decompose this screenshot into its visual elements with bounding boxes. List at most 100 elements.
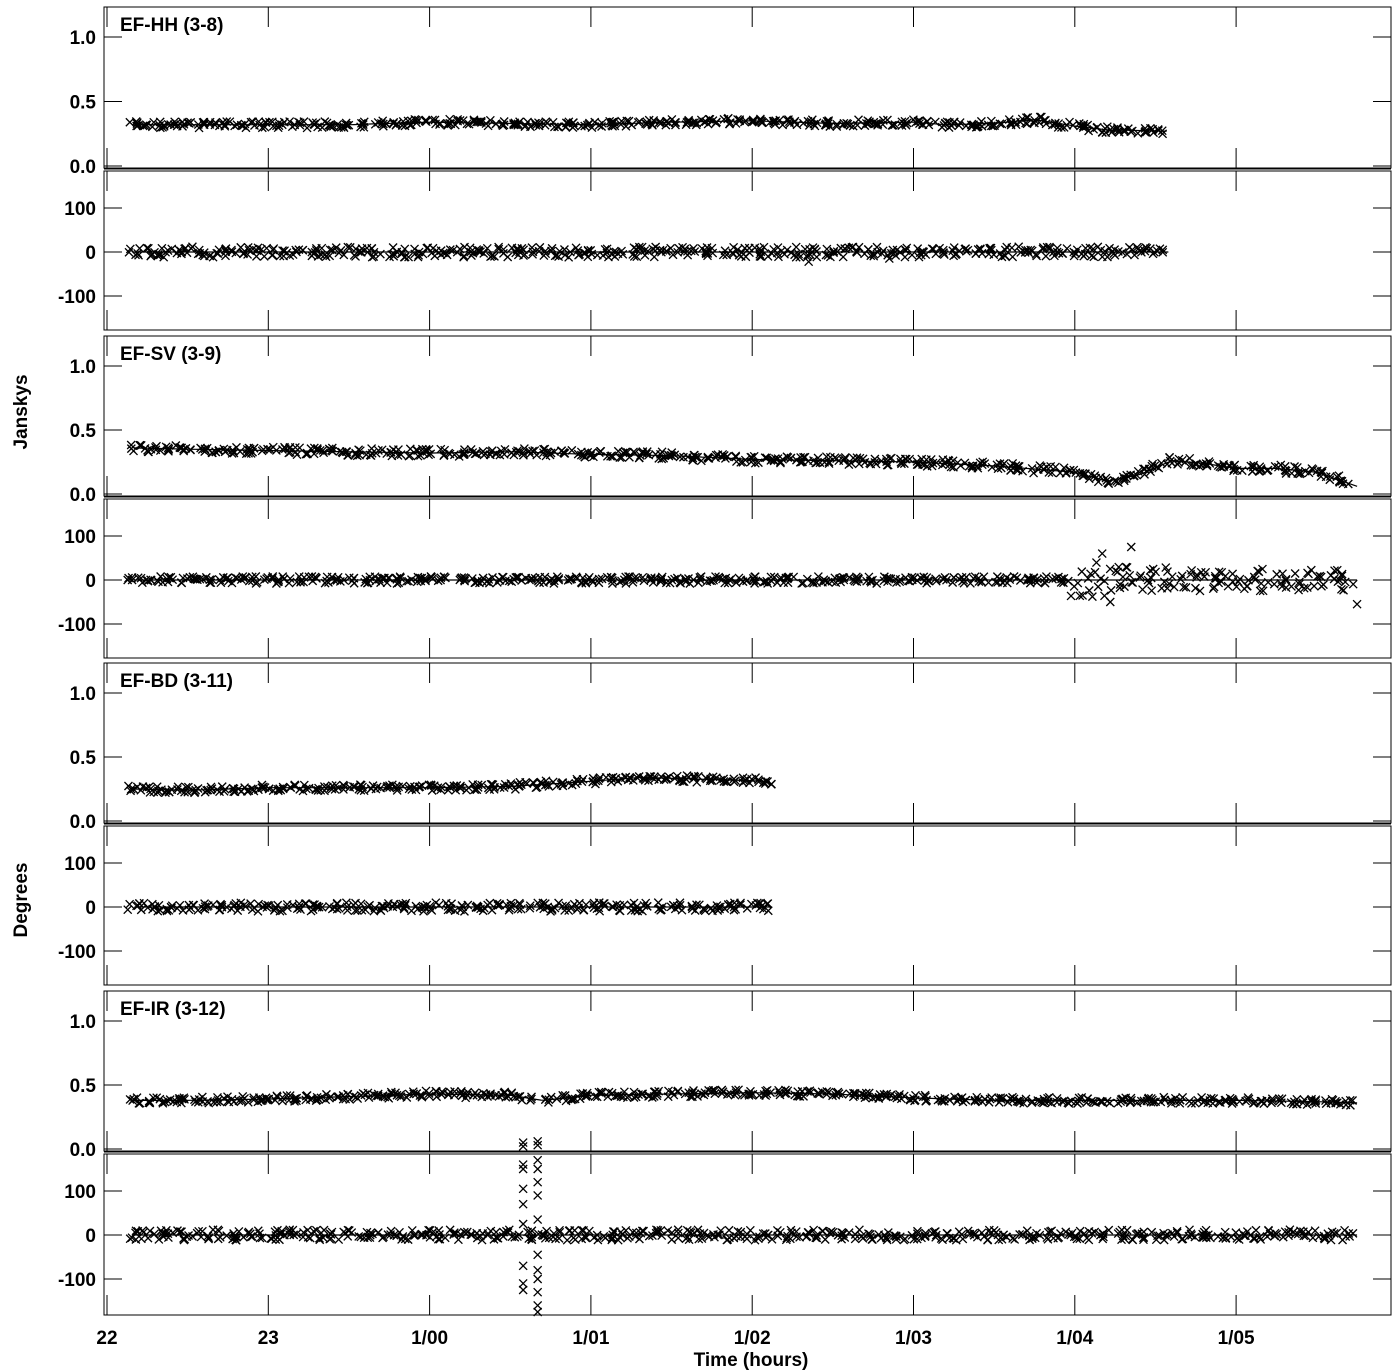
phase-point — [1081, 243, 1091, 253]
phase-point — [1042, 242, 1052, 252]
amplitude-point — [587, 448, 597, 458]
phase-point — [1122, 249, 1132, 259]
phase-point — [1286, 581, 1296, 591]
phase-point — [1106, 585, 1116, 595]
phase-point — [866, 251, 876, 261]
phase-point — [236, 575, 246, 584]
amplitude-point — [1149, 128, 1158, 138]
phase-point — [1332, 565, 1342, 575]
amplitude-point — [183, 118, 193, 128]
amplitude-point — [719, 114, 729, 124]
phase-outlier-point — [518, 1219, 528, 1229]
amplitude-point — [582, 1088, 592, 1098]
baseline-label: EF-SV (3-9) — [120, 344, 221, 365]
amplitude-point — [1015, 117, 1025, 127]
phase-point — [435, 1234, 445, 1244]
phase-point — [330, 576, 340, 586]
amplitude-point — [711, 118, 721, 128]
phase-point — [690, 247, 700, 256]
amplitude-point — [155, 123, 165, 133]
phase-point — [528, 249, 538, 259]
phase-point — [564, 574, 574, 584]
phase-point — [344, 1226, 354, 1235]
phase-point — [1304, 569, 1313, 579]
phase-point — [961, 244, 971, 254]
amplitude-point — [260, 117, 270, 127]
amplitude-point — [797, 1086, 807, 1096]
phase-point — [127, 575, 137, 585]
amplitude-tick-label: 0.5 — [70, 1076, 97, 1097]
amplitude-point — [624, 116, 634, 126]
amplitude-point — [219, 1093, 229, 1103]
phase-point — [339, 250, 349, 260]
phase-point — [125, 899, 135, 909]
amplitude-point — [155, 120, 165, 130]
phase-point — [607, 575, 617, 585]
amplitude-point — [882, 460, 892, 470]
phase-point — [1169, 582, 1179, 592]
amplitude-point — [974, 119, 984, 129]
phase-point — [208, 1225, 218, 1235]
amplitude-point — [735, 115, 745, 125]
phase-point — [1263, 577, 1273, 587]
amplitude-point — [222, 445, 232, 455]
phase-point — [260, 901, 270, 911]
phase-point — [851, 572, 861, 582]
phase-point — [726, 574, 736, 584]
amplitude-point — [813, 453, 823, 463]
amplitude-point — [708, 1085, 718, 1095]
amplitude-point — [865, 458, 875, 468]
amplitude-point — [912, 457, 922, 466]
phase-point — [356, 899, 366, 909]
amplitude-point — [450, 1086, 460, 1096]
amplitude-point — [568, 123, 578, 133]
amplitude-point — [426, 449, 436, 459]
amplitude-point — [312, 1092, 322, 1102]
phase-point — [484, 578, 494, 588]
amplitude-point — [1055, 468, 1065, 478]
amplitude-point — [333, 783, 343, 793]
phase-point — [1152, 246, 1162, 256]
phase-point — [217, 902, 227, 912]
amplitude-point — [703, 453, 713, 463]
amplitude-point — [1109, 124, 1119, 134]
phase-point — [259, 251, 269, 261]
amplitude-point — [1123, 124, 1133, 134]
amplitude-point — [905, 454, 915, 464]
phase-point — [763, 251, 773, 261]
phase-point — [888, 245, 898, 255]
phase-point — [1113, 567, 1123, 577]
phase-point — [1309, 581, 1319, 591]
phase-point — [746, 899, 756, 909]
amplitude-point — [126, 444, 136, 454]
amplitude-point — [590, 117, 600, 127]
amplitude-point — [424, 450, 434, 460]
phase-point — [646, 573, 656, 583]
phase-point — [1348, 1228, 1358, 1238]
phase-point — [244, 576, 254, 586]
amplitude-point — [160, 1097, 170, 1107]
phase-point — [1016, 247, 1026, 257]
phase-point — [397, 249, 407, 259]
amplitude-point — [312, 444, 322, 453]
phase-point — [398, 899, 408, 909]
amplitude-point — [166, 120, 176, 130]
amplitude-point — [469, 115, 479, 125]
amplitude-point — [1217, 462, 1227, 472]
phase-point — [594, 898, 604, 908]
phase-point — [931, 249, 941, 259]
phase-point — [357, 244, 367, 254]
phase-point — [575, 249, 585, 259]
phase-point — [255, 1229, 264, 1239]
amplitude-point — [396, 450, 406, 460]
y-axis-title-amplitude: Janskys — [11, 374, 32, 449]
phase-point — [507, 243, 517, 253]
amplitude-point — [155, 1094, 165, 1104]
amplitude-point — [424, 1091, 434, 1101]
amplitude-point — [366, 784, 376, 794]
phase-outlier-point — [533, 1164, 543, 1174]
marks-layer — [123, 112, 1362, 1317]
amplitude-point — [1295, 469, 1305, 479]
phase-point — [1056, 577, 1066, 587]
amplitude-point — [1146, 467, 1156, 477]
